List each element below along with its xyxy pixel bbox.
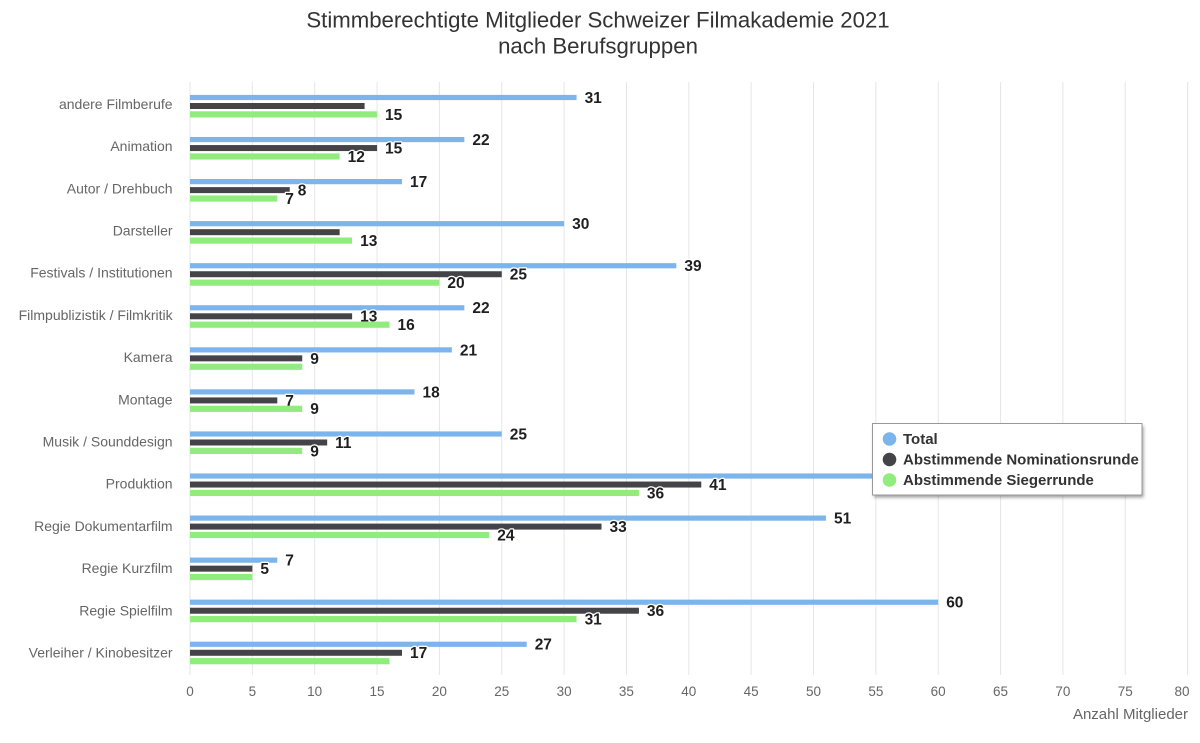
svg-text:41: 41: [709, 477, 727, 494]
svg-text:22: 22: [472, 132, 489, 149]
svg-text:12: 12: [348, 149, 365, 166]
svg-text:Autor / Drehbuch: Autor / Drehbuch: [67, 180, 173, 196]
svg-text:33: 33: [610, 519, 628, 536]
svg-text:Regie Dokumentarfilm: Regie Dokumentarfilm: [34, 518, 173, 534]
svg-text:36: 36: [647, 485, 665, 502]
svg-text:Animation: Animation: [110, 138, 172, 154]
svg-text:60: 60: [946, 595, 963, 612]
svg-text:nach Berufsgruppen: nach Berufsgruppen: [498, 34, 698, 59]
svg-text:25: 25: [510, 267, 528, 284]
svg-text:10: 10: [307, 684, 322, 699]
svg-text:5: 5: [260, 561, 269, 578]
svg-text:Anzahl Mitglieder: Anzahl Mitglieder: [1073, 706, 1188, 723]
svg-text:Regie Kurzfilm: Regie Kurzfilm: [82, 560, 173, 576]
svg-text:Filmpublizistik / Filmkritik: Filmpublizistik / Filmkritik: [19, 307, 174, 323]
svg-text:Stimmberechtigte Mitglieder Sc: Stimmberechtigte Mitglieder Schweizer Fi…: [306, 8, 889, 33]
svg-text:9: 9: [310, 401, 319, 418]
svg-text:20: 20: [447, 275, 464, 292]
svg-text:51: 51: [834, 511, 852, 528]
svg-text:40: 40: [681, 684, 696, 699]
svg-text:35: 35: [619, 684, 634, 699]
svg-text:65: 65: [993, 684, 1008, 699]
svg-text:55: 55: [868, 684, 883, 699]
svg-text:30: 30: [557, 684, 572, 699]
svg-text:11: 11: [335, 435, 352, 452]
svg-text:30: 30: [572, 216, 589, 233]
svg-text:Montage: Montage: [118, 391, 173, 407]
svg-text:18: 18: [422, 384, 440, 401]
svg-text:Produktion: Produktion: [106, 476, 173, 492]
svg-text:70: 70: [1055, 684, 1070, 699]
svg-text:17: 17: [410, 174, 427, 191]
svg-text:15: 15: [385, 107, 403, 124]
svg-text:Musik / Sounddesign: Musik / Sounddesign: [43, 434, 173, 450]
svg-text:7: 7: [285, 393, 294, 410]
svg-text:20: 20: [432, 684, 447, 699]
svg-text:Regie Spielfilm: Regie Spielfilm: [79, 602, 172, 618]
svg-text:9: 9: [310, 443, 319, 460]
svg-text:60: 60: [931, 684, 946, 699]
svg-text:45: 45: [744, 684, 759, 699]
svg-text:7: 7: [285, 553, 294, 570]
svg-text:Festivals / Institutionen: Festivals / Institutionen: [30, 265, 172, 281]
svg-text:24: 24: [497, 527, 515, 544]
svg-text:13: 13: [360, 233, 378, 250]
svg-text:Abstimmende Siegerrunde: Abstimmende Siegerrunde: [903, 472, 1094, 489]
svg-text:36: 36: [647, 603, 665, 620]
svg-text:75: 75: [1118, 684, 1133, 699]
svg-text:22: 22: [472, 300, 489, 317]
svg-text:8: 8: [298, 183, 307, 200]
svg-text:5: 5: [249, 684, 257, 699]
svg-text:7: 7: [285, 191, 294, 208]
svg-text:27: 27: [535, 637, 552, 654]
svg-text:16: 16: [398, 317, 416, 334]
svg-text:31: 31: [585, 90, 603, 107]
svg-text:Total: Total: [903, 431, 938, 448]
svg-text:17: 17: [410, 645, 427, 662]
svg-text:15: 15: [385, 140, 403, 157]
svg-text:Kamera: Kamera: [124, 349, 173, 365]
svg-text:39: 39: [684, 258, 702, 275]
svg-text:0: 0: [186, 684, 194, 699]
svg-text:9: 9: [310, 351, 319, 368]
svg-text:Verleiher / Kinobesitzer: Verleiher / Kinobesitzer: [29, 645, 173, 661]
svg-text:21: 21: [460, 342, 478, 359]
svg-text:50: 50: [806, 684, 821, 699]
svg-text:15: 15: [370, 684, 385, 699]
svg-text:25: 25: [494, 684, 509, 699]
svg-text:Abstimmende Nominationsrunde: Abstimmende Nominationsrunde: [903, 452, 1139, 469]
svg-text:Darsteller: Darsteller: [113, 223, 173, 239]
svg-text:31: 31: [585, 612, 603, 629]
svg-text:25: 25: [510, 426, 528, 443]
svg-text:80: 80: [1174, 684, 1189, 699]
svg-text:andere Filmberufe: andere Filmberufe: [59, 96, 173, 112]
